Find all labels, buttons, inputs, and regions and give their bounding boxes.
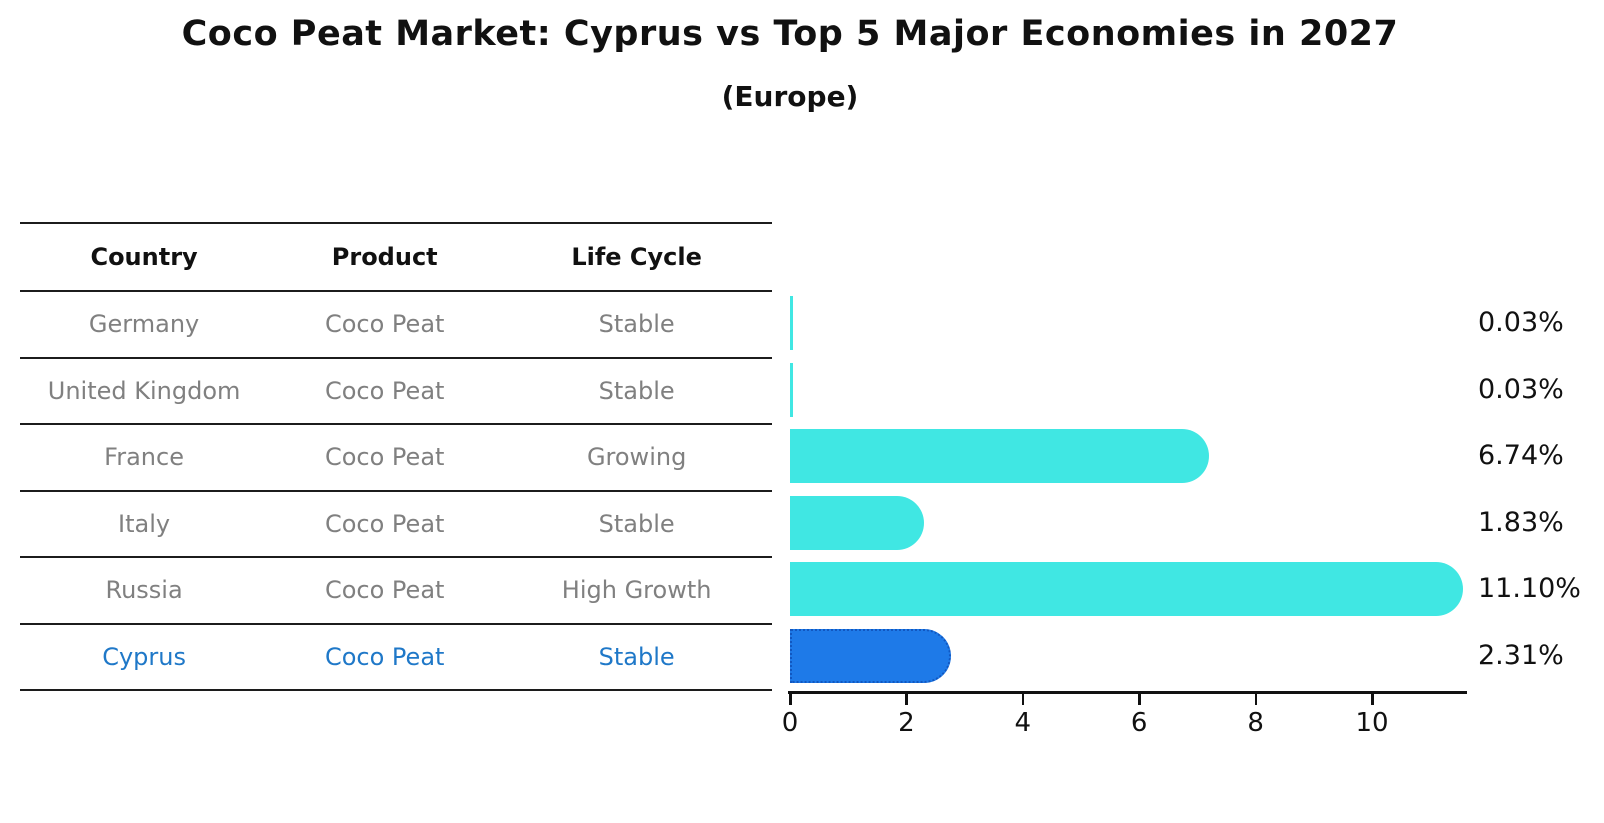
table-row: Russia Coco Peat High Growth bbox=[20, 558, 772, 625]
x-axis-tick-label: 6 bbox=[1130, 708, 1148, 738]
bar-russia bbox=[790, 562, 1464, 616]
table-cell-country: Italy bbox=[118, 509, 171, 538]
x-axis-tick-label: 0 bbox=[781, 708, 799, 738]
table-cell-product: Coco Peat bbox=[324, 443, 445, 472]
bar-value-label: 0.03% bbox=[1478, 307, 1564, 339]
table-cell-life-cycle: Stable bbox=[598, 310, 675, 339]
x-axis-tick-mark bbox=[789, 694, 792, 705]
x-axis-line bbox=[788, 691, 1467, 694]
table-rows: Germany Coco Peat Stable United Kingdom Coco… bbox=[20, 292, 772, 691]
table-cell-life-cycle: Stable bbox=[598, 376, 675, 405]
table-header-product: Product bbox=[331, 243, 438, 271]
bar-germany bbox=[790, 296, 793, 350]
x-axis-tick-mark bbox=[1254, 694, 1258, 705]
table-cell-product: Coco Peat bbox=[324, 376, 445, 405]
chart-subtitle: (Europe) bbox=[721, 80, 859, 113]
table-header-row: Country Product Life Cycle bbox=[20, 224, 772, 292]
table-cell-country: Cyprus bbox=[102, 642, 186, 671]
table-row: France Coco Peat Growing bbox=[20, 425, 772, 492]
x-axis-tick-mark bbox=[1371, 694, 1374, 705]
table-header-country: Country bbox=[90, 243, 198, 271]
table-cell-life-cycle: Growing bbox=[586, 443, 687, 472]
bar-value-label: 6.74% bbox=[1478, 440, 1564, 472]
table-header-life-cycle: Life Cycle bbox=[571, 243, 702, 271]
table-cell-country: United Kingdom bbox=[47, 376, 241, 405]
bar-value-label: 1.83% bbox=[1478, 506, 1564, 538]
table-cell-product: Coco Peat bbox=[324, 310, 445, 339]
chart-title: Coco Peat Market: Cyprus vs Top 5 Major … bbox=[181, 14, 1399, 54]
table-cell-life-cycle: High Growth bbox=[561, 576, 712, 605]
x-axis-tick-label: 10 bbox=[1355, 708, 1389, 738]
table-cell-country: France bbox=[104, 443, 184, 472]
table-row: Germany Coco Peat Stable bbox=[20, 292, 772, 359]
table-row: United Kingdom Coco Peat Stable bbox=[20, 359, 772, 425]
table-row: Cyprus Coco Peat Stable bbox=[20, 625, 772, 691]
x-axis-tick-label: 2 bbox=[898, 708, 915, 738]
x-axis-tick-mark bbox=[1021, 694, 1025, 705]
table-cell-life-cycle: Stable bbox=[598, 642, 675, 671]
table-cell-product: Coco Peat bbox=[324, 509, 445, 538]
table-row: Italy Coco Peat Stable bbox=[20, 492, 772, 558]
bar-value-label: 2.31% bbox=[1478, 639, 1564, 671]
bar-highlight-cyprus bbox=[790, 628, 952, 683]
table-cell-product: Coco Peat bbox=[324, 576, 445, 605]
x-axis-tick-mark bbox=[905, 694, 908, 705]
country-table: Country Product Life Cycle Germany Coco P… bbox=[20, 222, 772, 691]
x-axis-tick-label: 4 bbox=[1014, 708, 1032, 738]
bar-italy bbox=[790, 495, 924, 550]
bar-united-kingdom bbox=[790, 362, 793, 417]
x-axis-tick-label: 8 bbox=[1247, 708, 1264, 738]
table-cell-product: Coco Peat bbox=[324, 642, 445, 671]
table-cell-life-cycle: Stable bbox=[598, 509, 675, 538]
table-cell-country: Russia bbox=[105, 576, 183, 605]
table-cell-country: Germany bbox=[88, 310, 200, 339]
bar-value-label: 0.03% bbox=[1478, 373, 1564, 405]
bar-value-label: 11.10% bbox=[1478, 573, 1581, 605]
bar-france bbox=[790, 429, 1210, 483]
x-axis-tick-mark bbox=[1138, 694, 1141, 705]
